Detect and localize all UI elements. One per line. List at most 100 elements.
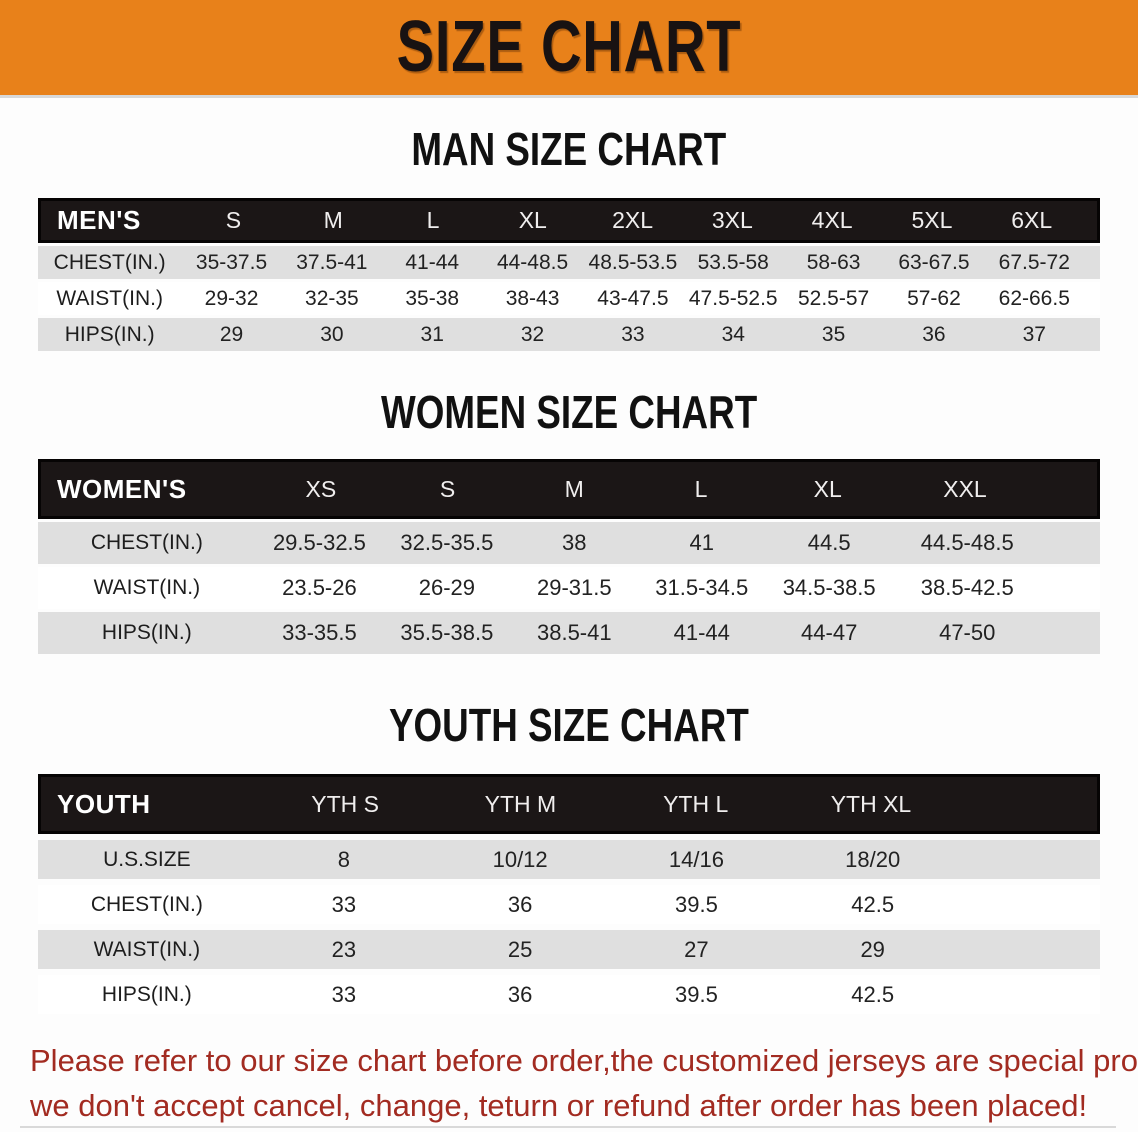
page-title: SIZE CHART: [396, 7, 742, 87]
mens-chest-row: CHEST(IN.) 35-37.5 37.5-41 41-44 44-48.5…: [38, 246, 1100, 279]
youth-size-table: YOUTH YTH S YTH M YTH L YTH XL U.S.SIZE …: [38, 774, 1100, 1014]
youth-hips-row: HIPS(IN.) 33 36 39.5 42.5: [38, 975, 1100, 1014]
cell: 36: [507, 891, 533, 917]
cell: 47.5-52.5: [688, 286, 778, 310]
cell: 38.5-41: [536, 620, 612, 645]
women-section-title-text: WOMEN SIZE CHART: [380, 386, 758, 438]
size-header-cell: 3XL: [711, 207, 753, 233]
cell: 43-47.5: [597, 286, 669, 310]
order-disclaimer: Please refer to our size chart before or…: [30, 1038, 1138, 1128]
disclaimer-line-1: Please refer to our size chart before or…: [30, 1043, 1138, 1078]
womens-chest-row: CHEST(IN.) 29.5-32.5 32.5-35.5 38 41 44.…: [38, 522, 1100, 564]
mens-hips-row: HIPS(IN.) 29 30 31 32 33 34 35 36 37: [38, 318, 1100, 351]
bottom-divider: [20, 1126, 1116, 1128]
youth-table-header-row: YOUTH YTH S YTH M YTH L YTH XL: [38, 774, 1100, 834]
size-header-cell: M: [564, 475, 584, 502]
size-header-cell: 6XL: [1011, 207, 1053, 233]
cell: 53.5-58: [697, 250, 769, 274]
cell: 48.5-53.5: [588, 250, 678, 274]
cell: 27: [684, 936, 709, 962]
row-label: WAIST(IN.): [56, 286, 163, 310]
cell: 52.5-57: [797, 286, 870, 310]
cell: 34: [721, 322, 745, 346]
size-header-cell: YTH XL: [830, 790, 912, 817]
cell: 38.5-42.5: [920, 575, 1014, 600]
row-label: HIPS(IN.): [101, 621, 192, 644]
womens-table-header-row: WOMEN'S XS S M L XL XXL: [38, 459, 1100, 519]
womens-size-table: WOMEN'S XS S M L XL XXL CHEST(IN.) 29.5-…: [38, 459, 1100, 654]
cell: 33: [331, 981, 357, 1007]
row-label: WAIST(IN.): [93, 937, 201, 961]
womens-waist-row: WAIST(IN.) 23.5-26 26-29 29-31.5 31.5-34…: [38, 567, 1100, 609]
youth-section-title: YOUTH SIZE CHART: [0, 698, 1138, 752]
women-section-title: WOMEN SIZE CHART: [0, 385, 1138, 439]
cell: 47-50: [939, 620, 996, 645]
banner: SIZE CHART: [0, 0, 1138, 98]
cell: 18/20: [845, 846, 901, 872]
size-header-cell: L: [694, 475, 708, 502]
mens-size-table: MEN'S S M L XL 2XL 3XL 4XL 5XL 6XL CHEST…: [38, 198, 1100, 351]
cell: 44.5-48.5: [920, 530, 1014, 555]
cell: 30: [320, 322, 344, 346]
cell: 29: [219, 322, 244, 346]
cell: 33-35.5: [282, 620, 357, 645]
youth-ussize-row: U.S.SIZE 8 10/12 14/16 18/20: [38, 840, 1100, 879]
cell: 23.5-26: [282, 575, 357, 600]
cell: 14/16: [668, 846, 724, 872]
cell: 25: [507, 936, 533, 962]
cell: 44-48.5: [496, 250, 569, 274]
size-header-cell: YTH L: [663, 790, 729, 817]
size-header-cell: XL: [518, 207, 547, 233]
cell: 35-37.5: [195, 250, 268, 274]
cell: 57-62: [907, 286, 961, 310]
cell: 32.5-35.5: [400, 530, 494, 555]
cell: 33: [621, 322, 645, 346]
cell: 36: [922, 322, 946, 346]
cell: 41-44: [405, 250, 460, 274]
cell: 44.5: [807, 530, 851, 555]
row-label: HIPS(IN.): [101, 982, 192, 1006]
cell: 37.5-41: [296, 250, 368, 274]
cell: 35: [821, 322, 846, 346]
cell: 58-63: [806, 250, 861, 274]
mens-waist-row: WAIST(IN.) 29-32 32-35 35-38 38-43 43-47…: [38, 282, 1100, 315]
womens-hips-row: HIPS(IN.) 33-35.5 35.5-38.5 38.5-41 41-4…: [38, 612, 1100, 654]
size-header-cell: XL: [813, 475, 842, 502]
youth-waist-row: WAIST(IN.) 23 25 27 29: [38, 930, 1100, 969]
size-header-cell: 4XL: [811, 207, 853, 233]
cell: 26-29: [418, 575, 475, 600]
size-header-cell: YTH M: [484, 790, 557, 817]
cell: 35.5-38.5: [400, 620, 494, 645]
cell: 63-67.5: [898, 250, 970, 274]
row-label: CHEST(IN.): [53, 250, 166, 274]
row-label: CHEST(IN.): [90, 892, 203, 916]
disclaimer-line-2: we don't accept cancel, change, teturn o…: [30, 1088, 1088, 1123]
cell: 33: [331, 891, 357, 917]
size-header-cell: XXL: [943, 475, 987, 502]
youth-table-title-cell: YOUTH: [57, 788, 151, 819]
size-header-cell: M: [323, 207, 343, 233]
row-label: HIPS(IN.): [64, 322, 155, 346]
row-label: CHEST(IN.): [90, 531, 203, 554]
mens-table-header-row: MEN'S S M L XL 2XL 3XL 4XL 5XL 6XL: [38, 198, 1100, 243]
cell: 29.5-32.5: [272, 530, 366, 555]
cell: 32: [520, 322, 545, 346]
cell: 41: [689, 530, 714, 555]
cell: 29-32: [204, 286, 259, 310]
youth-section-title-text: YOUTH SIZE CHART: [389, 699, 749, 751]
cell: 37: [1022, 322, 1046, 346]
cell: 32-35: [305, 286, 359, 310]
size-header-cell: YTH S: [311, 790, 379, 817]
size-header-cell: L: [426, 207, 440, 233]
row-label: U.S.SIZE: [103, 847, 191, 871]
cell: 42.5: [851, 981, 895, 1007]
men-section-title-text: MAN SIZE CHART: [411, 123, 727, 175]
womens-table-title-cell: WOMEN'S: [57, 473, 187, 504]
cell: 42.5: [851, 891, 895, 917]
cell: 31: [420, 322, 444, 346]
cell: 29-31.5: [536, 575, 612, 600]
cell: 41-44: [673, 620, 730, 645]
cell: 39.5: [674, 891, 718, 917]
cell: 39.5: [674, 981, 718, 1007]
